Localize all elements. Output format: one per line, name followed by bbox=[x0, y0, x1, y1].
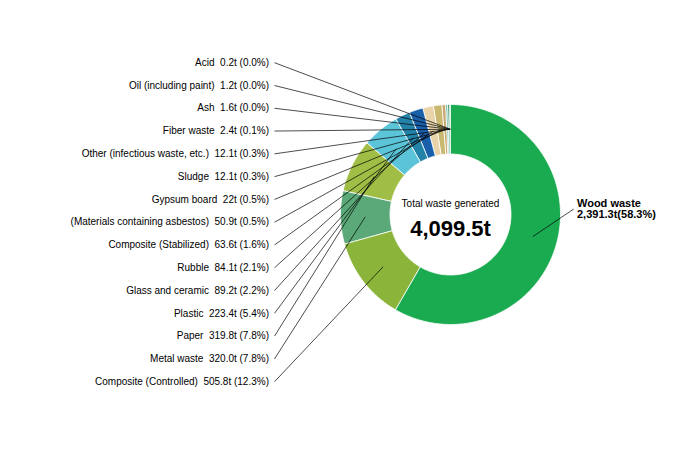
svg-text:Acid 0.2t (0.0%): Acid 0.2t (0.0%) bbox=[195, 57, 269, 68]
svg-text:Metal waste 320.0t (7.8%): Metal waste 320.0t (7.8%) bbox=[150, 353, 269, 364]
svg-text:Ash 1.6t (0.0%): Ash 1.6t (0.0%) bbox=[197, 102, 269, 113]
svg-text:Oil (including paint) 1.2t (0: Oil (including paint) 1.2t (0.0%) bbox=[129, 80, 269, 91]
svg-text:(Materials containing asbestos: (Materials containing asbestos) 50.9t (0… bbox=[71, 216, 269, 227]
svg-text:Other (infectious waste, etc.): Other (infectious waste, etc.) 12.1t (0.… bbox=[82, 148, 269, 159]
svg-text:Fiber waste 2.4t (0.1%): Fiber waste 2.4t (0.1%) bbox=[163, 125, 269, 136]
svg-text:Sludge 12.1t (0.3%): Sludge 12.1t (0.3%) bbox=[178, 171, 269, 182]
svg-text:Paper 319.8t (7.8%): Paper 319.8t (7.8%) bbox=[177, 330, 269, 341]
svg-text:Composite (Stabilized) 63.6t: Composite (Stabilized) 63.6t (1.6%) bbox=[108, 239, 269, 250]
svg-text:Rubble 84.1t (2.1%): Rubble 84.1t (2.1%) bbox=[177, 262, 269, 273]
svg-text:Total waste generated: Total waste generated bbox=[402, 198, 500, 209]
svg-text:Composite (Controlled) 505.8t: Composite (Controlled) 505.8t (12.3%) bbox=[95, 376, 269, 387]
svg-text:Plastic 223.4t (5.4%): Plastic 223.4t (5.4%) bbox=[174, 308, 269, 319]
svg-text:Glass and ceramic 89.2t (2.2%: Glass and ceramic 89.2t (2.2%) bbox=[126, 285, 269, 296]
svg-text:Gypsum board 22t (0.5%): Gypsum board 22t (0.5%) bbox=[152, 194, 269, 205]
svg-text:4,099.5t: 4,099.5t bbox=[410, 216, 491, 241]
svg-text:Wood waste2,391.3t(58.3%): Wood waste2,391.3t(58.3%) bbox=[577, 197, 656, 220]
